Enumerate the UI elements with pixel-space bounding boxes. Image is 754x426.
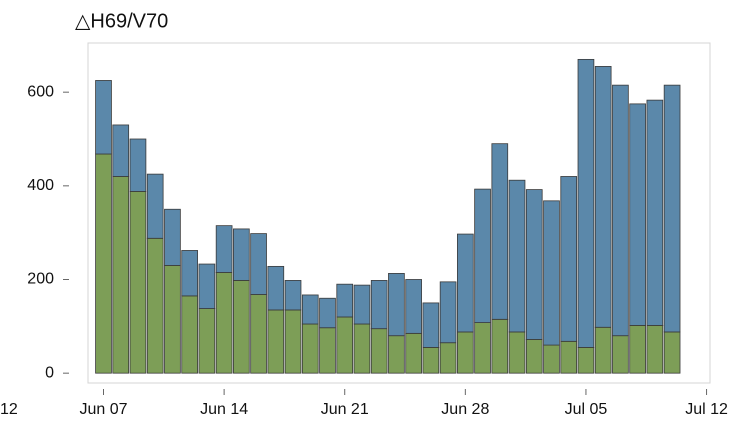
bar-segment [284, 280, 302, 311]
bar-segment [422, 347, 440, 374]
plot-frame [87, 42, 711, 384]
bar-segment [663, 331, 681, 374]
bar-segment [560, 176, 578, 342]
bar-segment [233, 228, 250, 281]
bar-segment [525, 189, 543, 340]
bar-segment [525, 339, 543, 374]
bar-segment [267, 309, 285, 374]
bar-segment [629, 103, 646, 326]
bar-segment [457, 233, 474, 333]
bar-segment [146, 237, 164, 374]
bar-segment [663, 84, 681, 333]
bar-segment [388, 335, 405, 374]
bar-segment [457, 331, 474, 374]
bar-segment [215, 272, 233, 374]
bar-segment [353, 284, 371, 325]
bar-segment [629, 324, 646, 374]
bar-segment [181, 250, 198, 297]
bar-segment [95, 80, 112, 155]
bar-segment [560, 340, 578, 374]
bar-segment [422, 302, 440, 348]
bar-segment [198, 263, 216, 309]
bar-segment [95, 153, 112, 374]
bar-segment [577, 347, 595, 374]
bar-segment [543, 200, 560, 346]
bar-segment [112, 124, 130, 177]
bar-segment [336, 316, 354, 374]
bar-segment [233, 280, 250, 374]
bar-segment [181, 295, 198, 374]
x-tick-label: Jun 21 [321, 401, 369, 418]
chart-title: △H69/V70 [75, 10, 168, 32]
x-tick-label: Jun 28 [441, 401, 489, 418]
bar-segment [353, 323, 371, 374]
bar-segment [129, 138, 147, 192]
bar-segment [594, 66, 612, 328]
bar-segment [474, 322, 491, 374]
bar-segment [370, 328, 388, 374]
bar-segment [474, 188, 491, 323]
y-tick-label: 600 [27, 83, 54, 100]
bar-segment [612, 84, 629, 337]
bar-segment [491, 143, 509, 320]
x-tick-label: Jul 05 [565, 401, 608, 418]
y-tick-label: 200 [27, 271, 54, 288]
x-tick-label: Jun 07 [79, 401, 127, 418]
bar-segment [146, 173, 164, 239]
y-tick-label: 400 [27, 177, 54, 194]
y-tick-label: 0 [45, 364, 54, 381]
bar-segment [319, 297, 336, 329]
bar-segment [646, 324, 664, 374]
bar-segment [594, 326, 612, 374]
bar-segment [284, 309, 302, 374]
bar-segment [646, 99, 664, 326]
bar-segment [319, 327, 336, 374]
bar-segment [112, 176, 130, 374]
bar-segment [301, 323, 319, 374]
bar-segment [508, 179, 526, 333]
bar-segment [250, 233, 267, 295]
clipped-label: 12 [0, 401, 18, 418]
bar-segment [439, 342, 457, 374]
bar-segment [612, 335, 629, 374]
bar-segment [577, 58, 595, 348]
bar-segment [267, 265, 285, 311]
bar-segment [543, 344, 560, 374]
bar-segment [336, 283, 354, 318]
x-tick-label: Jun 14 [200, 401, 248, 418]
bar-segment [405, 279, 422, 334]
bar-segment [250, 294, 267, 374]
bar-segment [491, 318, 509, 374]
bar-segment [508, 331, 526, 374]
bar-segment [129, 191, 147, 374]
bar-segment [301, 294, 319, 325]
bar-segment [164, 208, 181, 266]
x-tick-label: Jul 12 [685, 401, 728, 418]
bar-segment [164, 265, 181, 374]
bar-segment [439, 281, 457, 344]
bar-segment [405, 332, 422, 374]
bar-segment [370, 280, 388, 330]
bar-segment [388, 273, 405, 337]
bar-segment [198, 308, 216, 374]
bar-segment [215, 225, 233, 273]
